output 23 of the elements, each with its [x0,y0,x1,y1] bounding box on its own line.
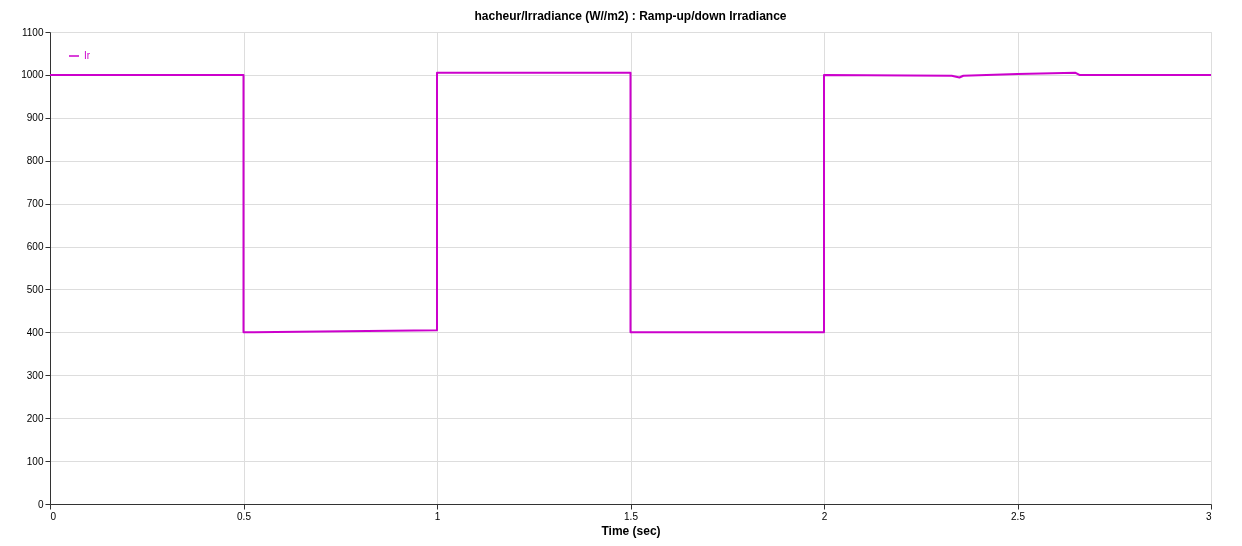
y-tick-label: 100 [26,455,44,467]
x-tick-label: 0 [50,510,57,522]
line-series [49,71,1212,334]
x-tick-label: 3 [1205,510,1212,522]
y-tick-label: 800 [26,155,44,167]
x-tick-label: 2 [821,510,828,522]
x-tick-label: 1.5 [624,510,639,522]
y-tick-label: 200 [26,412,44,424]
y-tick-label: 0 [37,498,44,510]
y-tick-label: 600 [26,241,44,253]
y-tick-label: 400 [26,326,44,338]
x-axis-title: Time (sec) [601,523,661,538]
y-tick-label: 1100 [21,26,44,38]
x-tick-label: 1 [434,510,441,522]
y-tick-label: 500 [26,283,44,295]
y-tick-label: 900 [26,112,44,124]
chart-title: hacheur/Irradiance (W//m2) : Ramp-up/down Irradiance [474,9,787,23]
y-tick-label: 300 [26,369,44,381]
x-tick-label: 2.5 [1011,510,1026,522]
y-tick-label: 1000 [21,69,44,81]
legend-label: Ir [84,50,91,61]
x-tick-label: 0.5 [237,510,252,522]
y-tick-label: 700 [26,198,44,210]
